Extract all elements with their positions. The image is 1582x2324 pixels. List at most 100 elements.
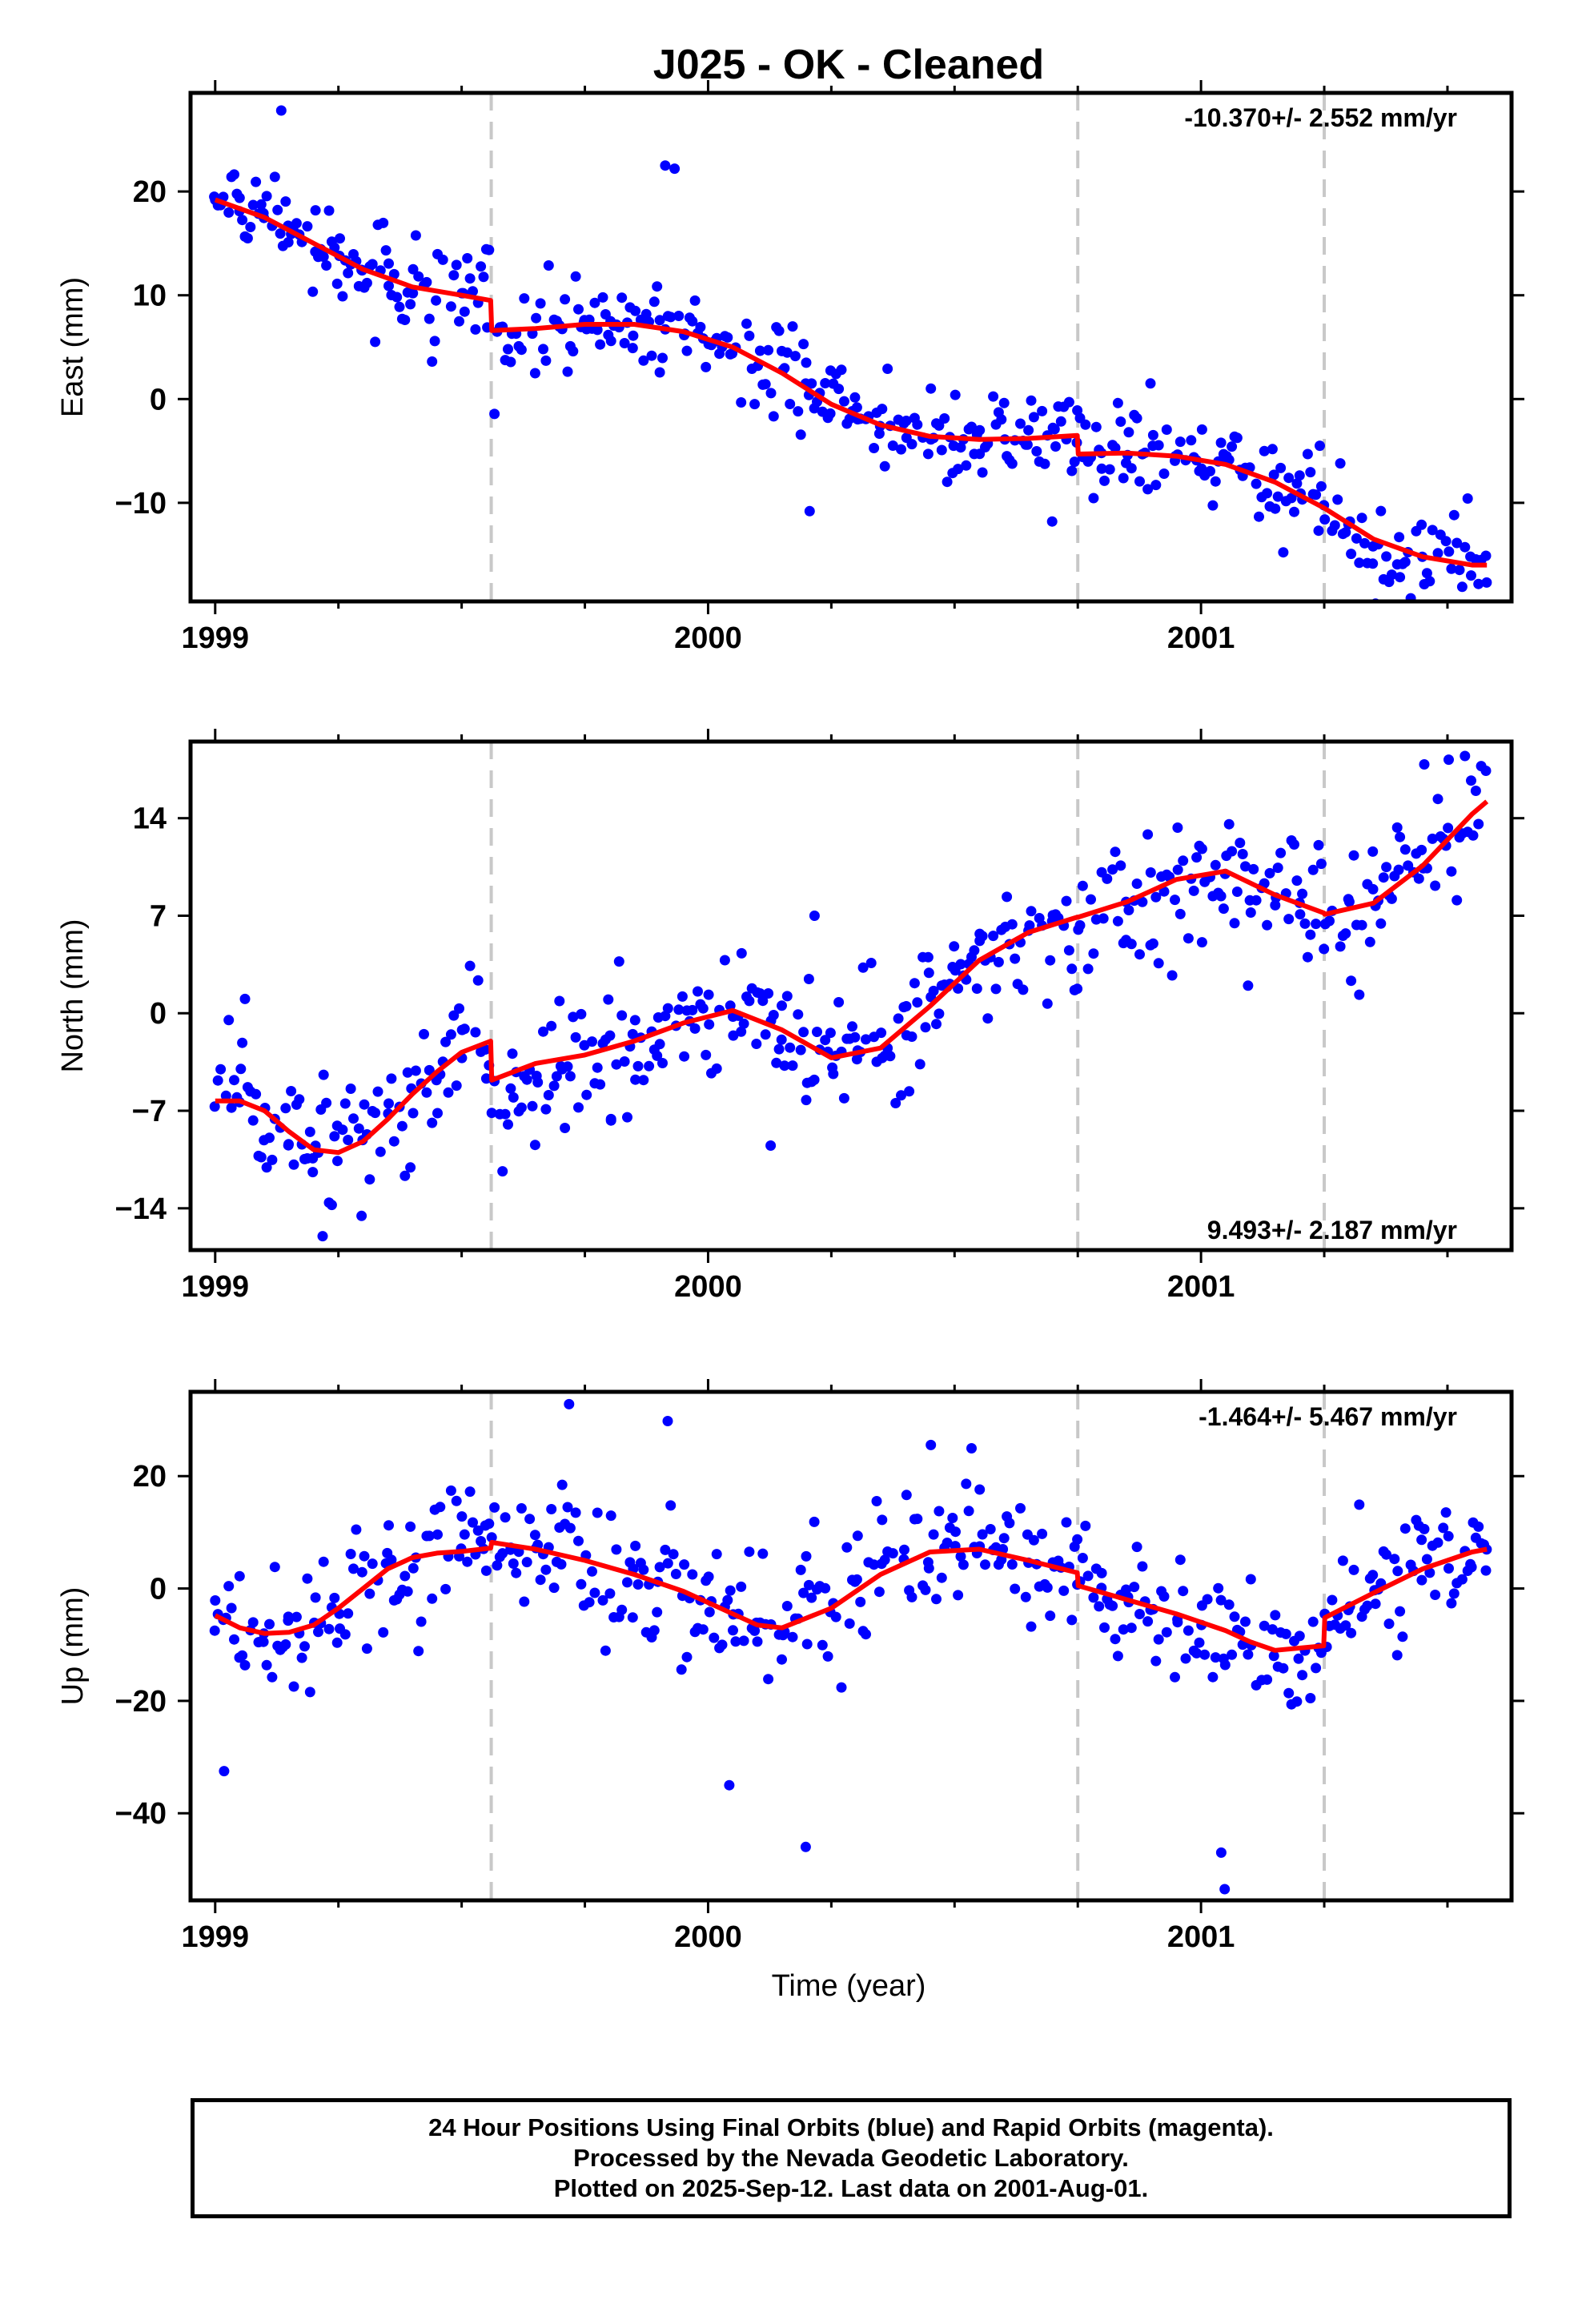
daily-position-point — [212, 1075, 223, 1086]
daily-position-point — [1340, 527, 1351, 538]
daily-position-point — [801, 1550, 812, 1562]
daily-position-point — [497, 1166, 508, 1177]
daily-position-point — [464, 1486, 476, 1498]
daily-position-point — [421, 1087, 432, 1098]
daily-position-point — [1072, 1534, 1083, 1545]
data-point — [662, 1416, 673, 1426]
data-point — [1367, 541, 1379, 552]
daily-position-point — [665, 1500, 677, 1511]
daily-position-point — [519, 293, 530, 304]
daily-position-point — [595, 339, 606, 350]
daily-position-point — [1110, 846, 1121, 858]
daily-position-point — [950, 389, 961, 400]
daily-position-point — [589, 1587, 600, 1598]
daily-position-point — [587, 1036, 597, 1047]
daily-position-point — [693, 986, 703, 997]
daily-position-point — [1340, 1620, 1351, 1631]
y-tick-label: −10 — [115, 487, 167, 521]
daily-position-point — [448, 270, 460, 281]
x-tick-label: 2000 — [674, 1920, 742, 1954]
daily-position-point — [345, 1084, 356, 1094]
daily-position-point — [1335, 458, 1346, 469]
daily-position-point — [1096, 463, 1107, 474]
daily-position-point — [267, 1154, 278, 1165]
daily-position-point — [638, 1564, 649, 1575]
daily-position-point — [1243, 980, 1254, 991]
data-point — [949, 941, 960, 952]
daily-position-point — [313, 1626, 323, 1638]
daily-position-point — [1240, 861, 1251, 872]
daily-position-point — [654, 1562, 665, 1573]
daily-position-point — [476, 261, 487, 272]
daily-position-point — [1294, 1630, 1305, 1642]
daily-position-point — [437, 254, 448, 265]
data-point — [654, 315, 665, 326]
daily-position-point — [405, 1521, 416, 1532]
daily-position-point — [291, 218, 302, 229]
daily-position-point — [1448, 509, 1460, 521]
daily-position-point — [535, 298, 546, 309]
daily-position-point — [1243, 1649, 1254, 1660]
daily-position-point — [1364, 936, 1375, 947]
daily-position-point — [969, 945, 980, 956]
plot-frame — [188, 739, 1514, 1252]
daily-position-point — [1272, 862, 1283, 874]
daily-position-point — [627, 1612, 638, 1623]
daily-position-point — [1161, 1626, 1172, 1638]
daily-position-point — [652, 1606, 663, 1618]
daily-position-point — [440, 1036, 452, 1047]
daily-position-point — [697, 1003, 709, 1014]
daily-position-point — [529, 368, 540, 379]
daily-position-point — [1018, 984, 1029, 995]
daily-position-point — [1131, 412, 1142, 424]
daily-position-point — [849, 392, 861, 403]
daily-position-point — [343, 1608, 354, 1619]
data-point — [1219, 1659, 1231, 1671]
daily-position-point — [1251, 478, 1262, 489]
daily-position-point — [318, 251, 329, 263]
daily-position-point — [472, 975, 484, 986]
daily-position-point — [771, 1057, 782, 1068]
daily-position-point — [1158, 468, 1170, 479]
daily-position-point — [966, 421, 977, 432]
data-point — [209, 1101, 220, 1112]
x-tick-label: 1999 — [182, 1920, 250, 1954]
daily-position-point — [443, 1087, 454, 1098]
daily-position-point — [619, 1056, 630, 1067]
data-point — [704, 1606, 715, 1618]
daily-position-point — [468, 286, 478, 297]
daily-position-point — [980, 1559, 990, 1570]
daily-position-point — [893, 1013, 904, 1024]
daily-position-point — [1381, 551, 1392, 562]
daily-position-point — [988, 931, 999, 942]
daily-position-point — [1262, 1674, 1273, 1685]
data-point — [383, 280, 394, 292]
daily-position-point — [1215, 437, 1227, 448]
daily-position-point — [1186, 435, 1197, 446]
daily-position-point — [462, 1556, 473, 1567]
daily-position-point — [280, 1639, 291, 1650]
daily-position-point — [662, 1558, 673, 1569]
daily-position-point — [1178, 1586, 1189, 1597]
daily-position-point — [210, 1595, 221, 1606]
daily-position-point — [337, 1124, 348, 1136]
data-point — [1196, 843, 1207, 854]
daily-position-point — [847, 1021, 857, 1032]
daily-position-point — [738, 1635, 749, 1647]
daily-position-point — [654, 367, 665, 378]
daily-position-point — [754, 345, 765, 356]
daily-position-point — [264, 1618, 275, 1630]
daily-position-point — [416, 1616, 427, 1627]
daily-position-point — [247, 199, 259, 211]
daily-position-point — [1337, 1555, 1348, 1566]
data-point — [677, 991, 688, 1002]
daily-position-point — [1180, 1653, 1191, 1664]
daily-position-point — [1395, 831, 1406, 842]
data-point — [235, 1063, 247, 1075]
daily-position-point — [803, 974, 814, 984]
daily-position-point — [1218, 903, 1229, 915]
daily-position-point — [299, 1641, 310, 1652]
daily-position-point — [1134, 476, 1145, 487]
daily-position-point — [616, 1010, 628, 1021]
daily-position-point — [1094, 1601, 1105, 1612]
